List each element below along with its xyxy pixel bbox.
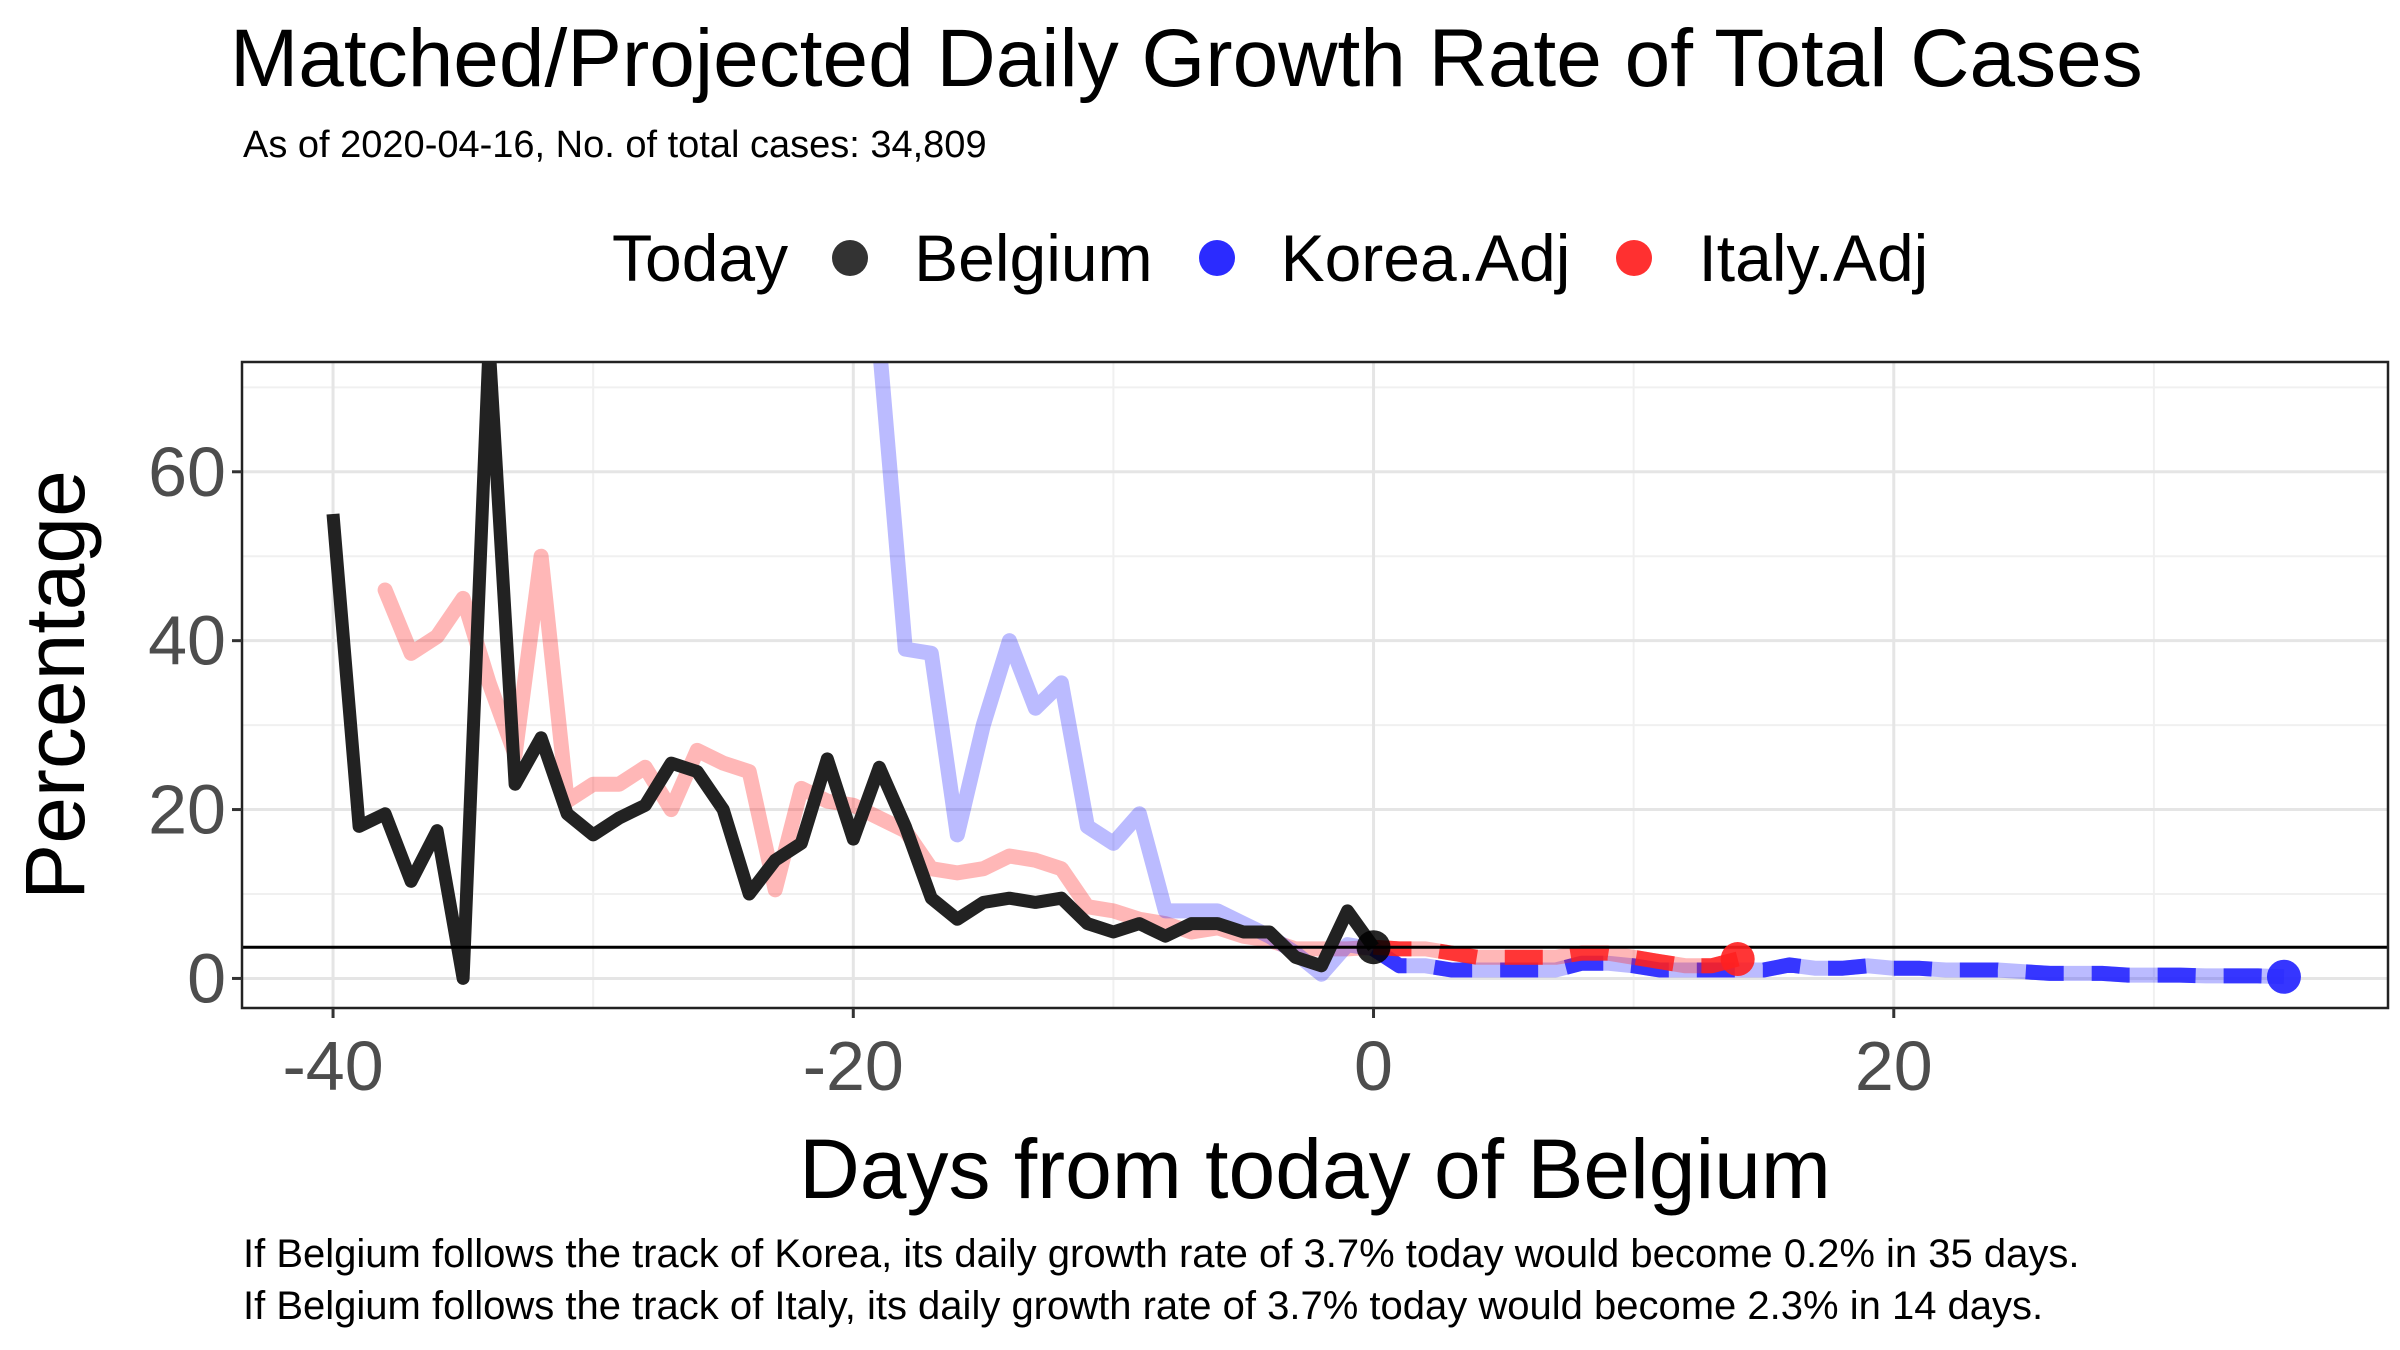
legend-label-belgium: Belgium [914,221,1153,295]
plot-panel [242,362,2388,1008]
legend-title: Today [612,221,789,295]
series-group [326,362,2285,985]
series-line-belgium [326,362,1379,985]
endpoint-korea [2266,959,2301,994]
series-line-korea-projected [1369,942,2285,985]
legend-item-belgium: Belgium [832,220,1153,296]
y-tick-label: 20 [148,771,226,849]
legend-label-italy: Italy.Adj [1698,221,1929,295]
x-tick-label: -40 [282,1027,383,1105]
endpoint-belgium [1356,930,1391,965]
y-axis-title: Percentage [8,470,102,900]
x-tick-label: -20 [803,1027,904,1105]
legend-marker-italy [1616,240,1653,276]
y-tick-label: 40 [148,602,226,680]
legend-item-korea: Korea.Adj [1198,220,1571,296]
endpoint-italy [1720,942,1755,977]
chart-subtitle: As of 2020-04-16, No. of total cases: 34… [243,124,987,166]
x-axis-title: Days from today of Belgium [799,1122,1831,1216]
caption-italy: If Belgium follows the track of Italy, i… [243,1284,2044,1328]
y-tick-label: 0 [187,939,226,1017]
legend-marker-belgium [832,240,869,276]
legend-label-korea: Korea.Adj [1280,221,1571,295]
chart-title: Matched/Projected Daily Growth Rate of T… [230,13,2143,104]
x-tick-label: 0 [1354,1027,1393,1105]
y-tick-label: 60 [148,433,226,511]
plot-border [240,360,2390,1010]
series-line-italy-projected-base [1373,939,1740,974]
legend-item-italy: Italy.Adj [1616,220,1928,296]
x-tick-label: 20 [1855,1027,1933,1105]
caption-korea: If Belgium follows the track of Korea, i… [243,1232,2080,1276]
legend: Today Belgium Korea.Adj Italy.Adj [612,218,1974,298]
legend-marker-korea [1198,240,1235,276]
